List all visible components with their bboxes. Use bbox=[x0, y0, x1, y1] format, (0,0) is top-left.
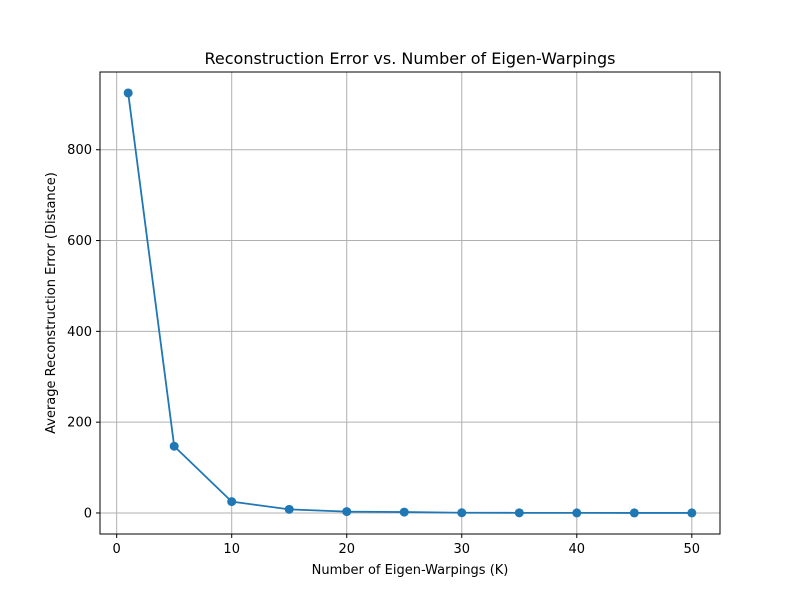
data-point bbox=[399, 507, 409, 517]
x-tick-label: 0 bbox=[113, 542, 121, 557]
data-point bbox=[123, 88, 133, 98]
y-tick-label: 200 bbox=[67, 416, 92, 431]
y-tick-label: 800 bbox=[67, 143, 92, 158]
x-tick-label: 30 bbox=[453, 542, 470, 557]
x-tick-label: 40 bbox=[569, 542, 586, 557]
data-point bbox=[284, 504, 294, 514]
chart-title: Reconstruction Error vs. Number of Eigen… bbox=[205, 49, 616, 68]
plot-area bbox=[100, 72, 720, 534]
x-tick-label: 20 bbox=[338, 542, 355, 557]
x-tick-label: 50 bbox=[684, 542, 701, 557]
x-axis-label: Number of Eigen-Warpings (K) bbox=[312, 563, 509, 578]
y-axis-ticks: 0 200 400 600 800 bbox=[67, 143, 100, 521]
y-tick-label: 0 bbox=[84, 506, 92, 521]
data-point bbox=[227, 497, 237, 507]
data-point bbox=[169, 441, 179, 451]
series-layer bbox=[123, 88, 697, 518]
y-axis-label: Average Reconstruction Error (Distance) bbox=[44, 172, 59, 434]
y-tick-label: 400 bbox=[67, 325, 92, 340]
data-point bbox=[629, 508, 639, 518]
data-point bbox=[514, 508, 524, 518]
plot-frame bbox=[99, 71, 721, 535]
data-point bbox=[572, 508, 582, 518]
x-tick-label: 10 bbox=[223, 542, 240, 557]
data-point bbox=[687, 508, 697, 518]
data-point bbox=[342, 507, 352, 517]
x-axis-ticks: 0 10 20 30 40 50 bbox=[113, 534, 701, 557]
data-point bbox=[457, 508, 467, 518]
y-tick-label: 600 bbox=[67, 234, 92, 249]
